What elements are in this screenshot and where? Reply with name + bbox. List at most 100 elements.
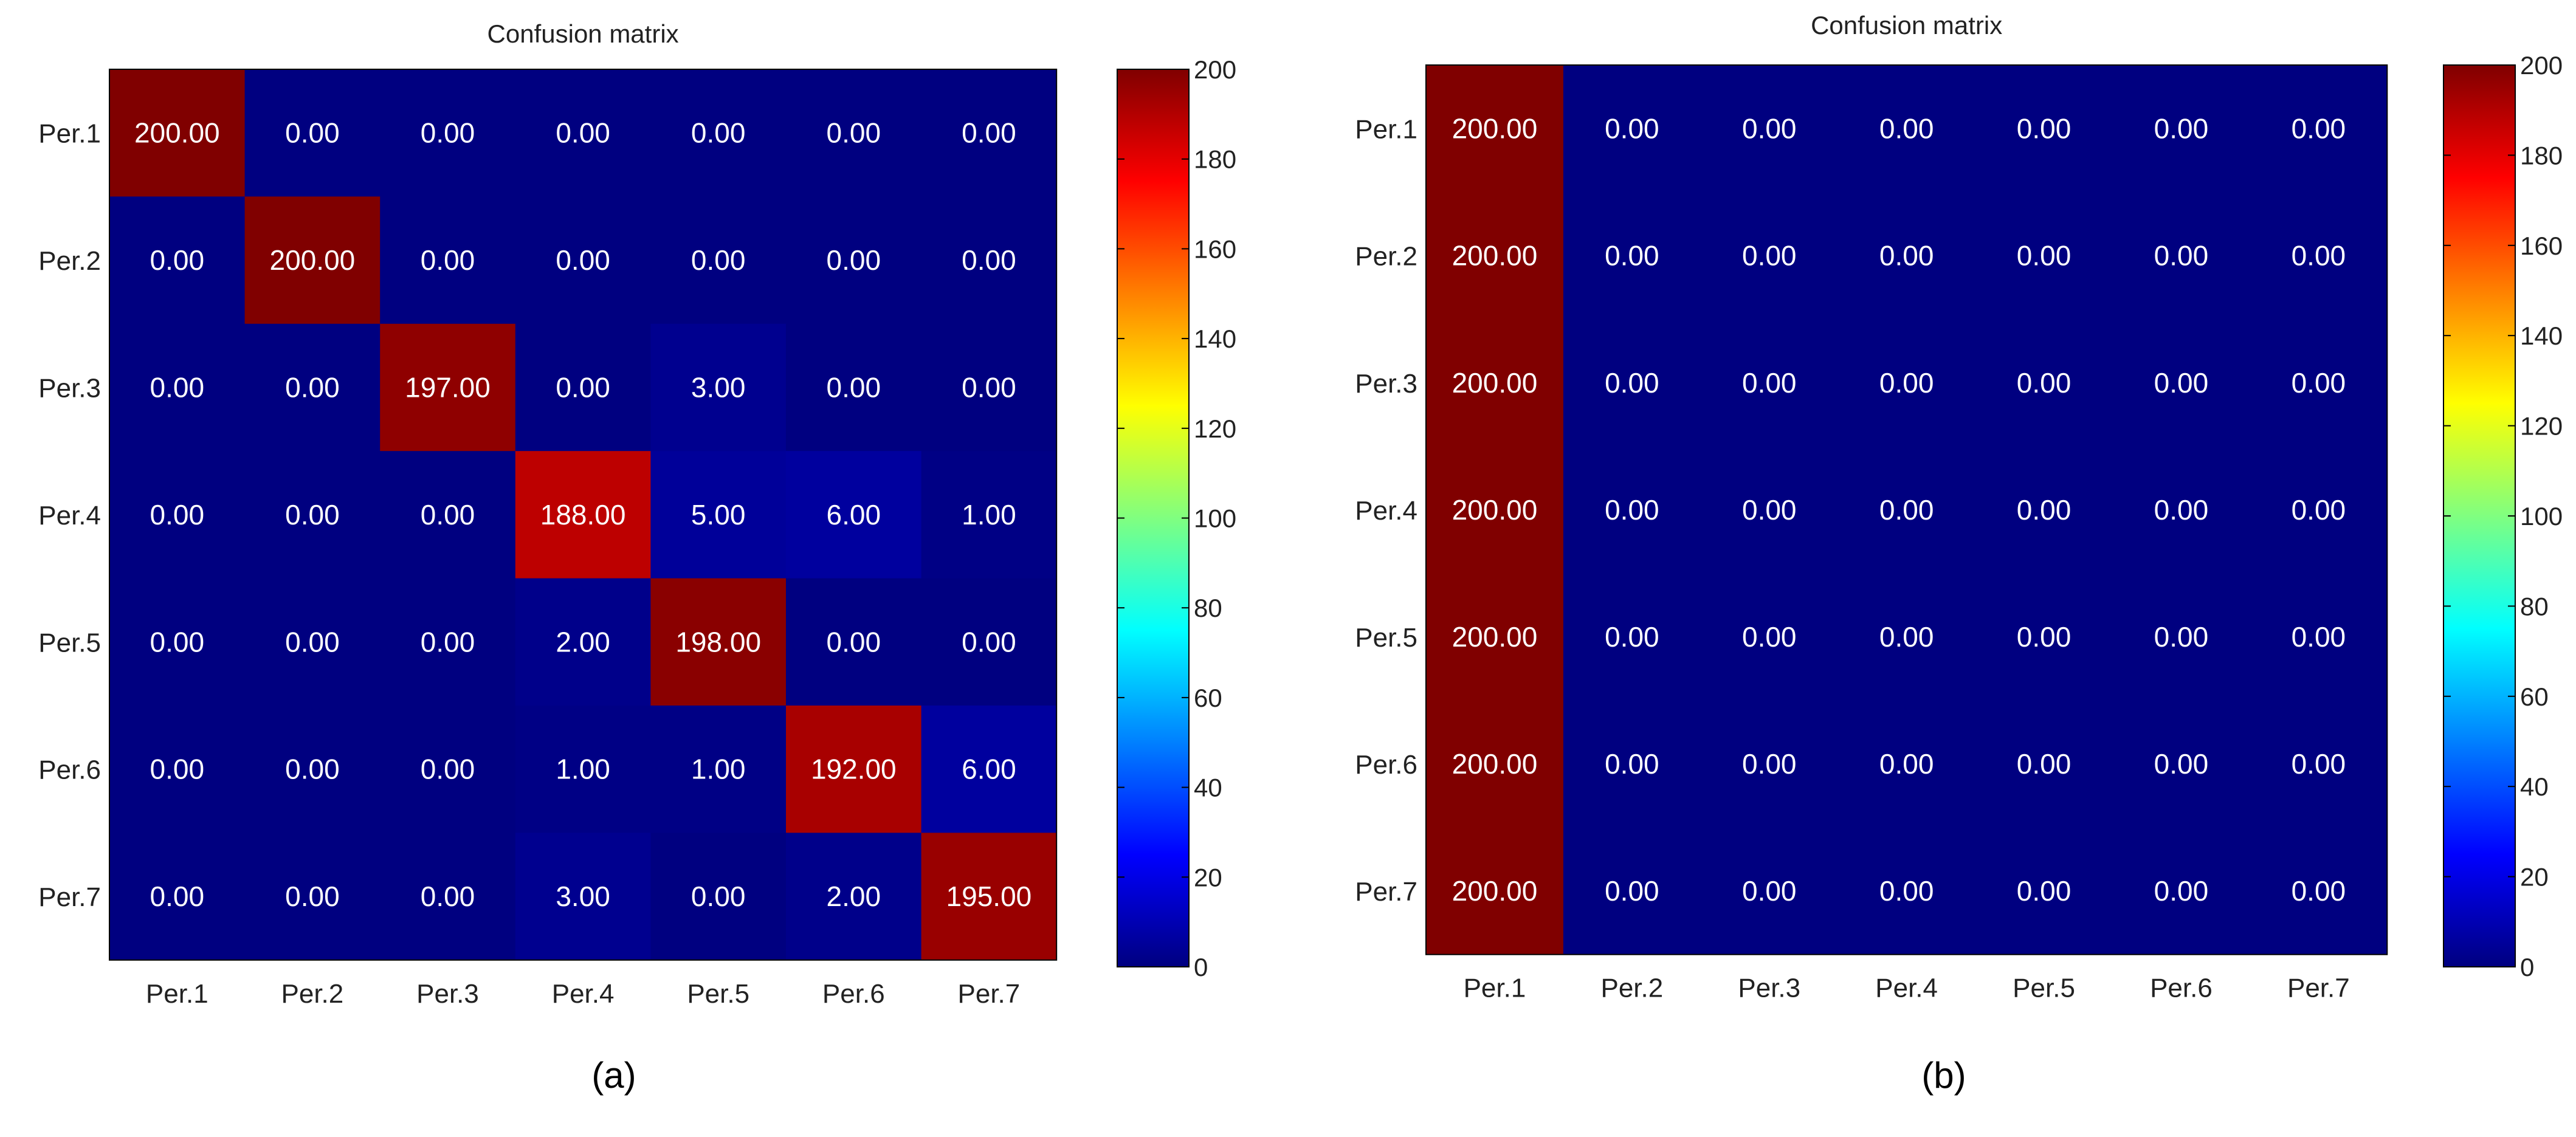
matrix-cell — [786, 69, 922, 197]
matrix-cell — [650, 833, 787, 961]
cell-value-label: 0.00 — [1742, 367, 1797, 399]
cell-value-label: 0.00 — [421, 499, 475, 531]
matrix-cell — [2112, 573, 2250, 701]
cell-value-label: 0.00 — [1879, 748, 1934, 780]
colorbar-tick-label: 160 — [1194, 235, 1236, 263]
matrix-cell — [921, 323, 1057, 452]
cell-value-label: 0.00 — [962, 117, 1016, 149]
matrix-cell — [515, 69, 651, 197]
cell-value-label: 0.00 — [1605, 113, 1659, 145]
colorbar-tick-label: 0 — [2520, 953, 2534, 981]
cell-value-label: 0.00 — [2017, 494, 2071, 526]
cell-value-label: 0.00 — [2292, 494, 2346, 526]
cell-value-label: 0.00 — [150, 626, 205, 658]
matrix-cell — [2112, 192, 2250, 320]
matrix-cell — [244, 323, 381, 452]
matrix-cell — [380, 323, 516, 452]
matrix-cell — [1700, 573, 1839, 701]
matrix-cell — [2112, 319, 2250, 447]
colorbar-tick-label: 40 — [2520, 772, 2549, 801]
matrix-cell — [921, 706, 1057, 833]
cell-value-label: 200.00 — [1452, 367, 1538, 399]
cell-value-label: 0.00 — [1742, 621, 1797, 653]
matrix-cell — [2250, 573, 2388, 701]
column-tick-label: Per.6 — [822, 979, 885, 1009]
cell-value-label: 0.00 — [1605, 240, 1659, 272]
cell-value-label: 0.00 — [2017, 113, 2071, 145]
cell-value-label: 0.00 — [1879, 494, 1934, 526]
matrix-cell — [1700, 827, 1839, 955]
row-tick-label: Per.4 — [38, 501, 101, 531]
cell-value-label: 0.00 — [2154, 621, 2209, 653]
cell-value-label: 200.00 — [1452, 240, 1538, 272]
matrix-cell — [921, 833, 1057, 961]
matrix-cell — [1975, 573, 2113, 701]
row-tick-label: Per.6 — [1355, 750, 1417, 780]
matrix-cell — [921, 451, 1057, 579]
row-tick-label: Per.5 — [1355, 623, 1417, 653]
cell-value-label: 1.00 — [962, 499, 1016, 531]
panel-label: (b) — [1921, 1055, 1966, 1096]
matrix-cell — [380, 69, 516, 197]
matrix-cell — [2112, 700, 2250, 828]
cell-value-label: 0.00 — [827, 244, 881, 276]
row-tick-label: Per.1 — [1355, 115, 1417, 145]
matrix-cell — [109, 69, 246, 197]
matrix-cell — [1700, 65, 1839, 193]
colorbar-tick-label: 180 — [1194, 145, 1236, 174]
cell-value-label: 0.00 — [2292, 367, 2346, 399]
matrix-cell — [1837, 827, 1976, 955]
colorbar-tick-label: 80 — [2520, 592, 2549, 620]
cell-value-label: 198.00 — [675, 626, 761, 658]
matrix-cell — [921, 578, 1057, 706]
matrix-cell — [109, 578, 246, 706]
matrix-cell — [109, 451, 246, 579]
cell-value-label: 0.00 — [1879, 367, 1934, 399]
cell-value-label: 0.00 — [2154, 367, 2209, 399]
column-tick-label: Per.7 — [2287, 974, 2350, 1003]
cell-value-label: 0.00 — [827, 372, 881, 404]
matrix-cell — [244, 196, 381, 325]
matrix-cell — [380, 706, 516, 833]
column-tick-label: Per.6 — [2150, 974, 2213, 1003]
cell-value-label: 3.00 — [556, 881, 610, 912]
cell-value-label: 5.00 — [691, 499, 746, 531]
colorbar — [1117, 69, 1189, 967]
column-tick-label: Per.5 — [2013, 974, 2075, 1003]
cell-value-label: 197.00 — [405, 372, 491, 404]
cell-value-label: 0.00 — [285, 372, 340, 404]
cell-value-label: 188.00 — [540, 499, 626, 531]
column-tick-label: Per.3 — [416, 979, 479, 1009]
matrix-cell — [1837, 192, 1976, 320]
cell-value-label: 0.00 — [2017, 748, 2071, 780]
matrix-cell — [1426, 700, 1564, 828]
matrix-cell — [109, 196, 246, 325]
matrix-cell — [650, 69, 787, 197]
colorbar — [2443, 65, 2515, 967]
cell-value-label: 0.00 — [2017, 875, 2071, 907]
matrix-cell — [380, 578, 516, 706]
column-tick-label: Per.4 — [1875, 974, 1938, 1003]
matrix-cell — [650, 196, 787, 325]
matrix-cell — [650, 578, 787, 706]
cell-value-label: 200.00 — [134, 117, 220, 149]
colorbar-tick-label: 120 — [1194, 414, 1236, 443]
matrix-cell — [2112, 827, 2250, 955]
colorbar-tick-label: 140 — [2520, 321, 2563, 350]
matrix-cell — [2250, 446, 2388, 574]
matrix-cell — [786, 451, 922, 579]
matrix-cell — [244, 578, 381, 706]
cell-value-label: 2.00 — [827, 881, 881, 912]
matrix-cell — [109, 833, 246, 961]
cell-value-label: 0.00 — [1742, 113, 1797, 145]
colorbar-tick-label: 0 — [1194, 953, 1208, 981]
row-tick-label: Per.2 — [1355, 242, 1417, 272]
colorbar-tick-label: 20 — [2520, 863, 2549, 891]
matrix-cell — [1975, 319, 2113, 447]
matrix-cell — [515, 196, 651, 325]
row-tick-label: Per.5 — [38, 628, 101, 658]
cell-value-label: 0.00 — [2292, 875, 2346, 907]
matrix-cell — [921, 196, 1057, 325]
